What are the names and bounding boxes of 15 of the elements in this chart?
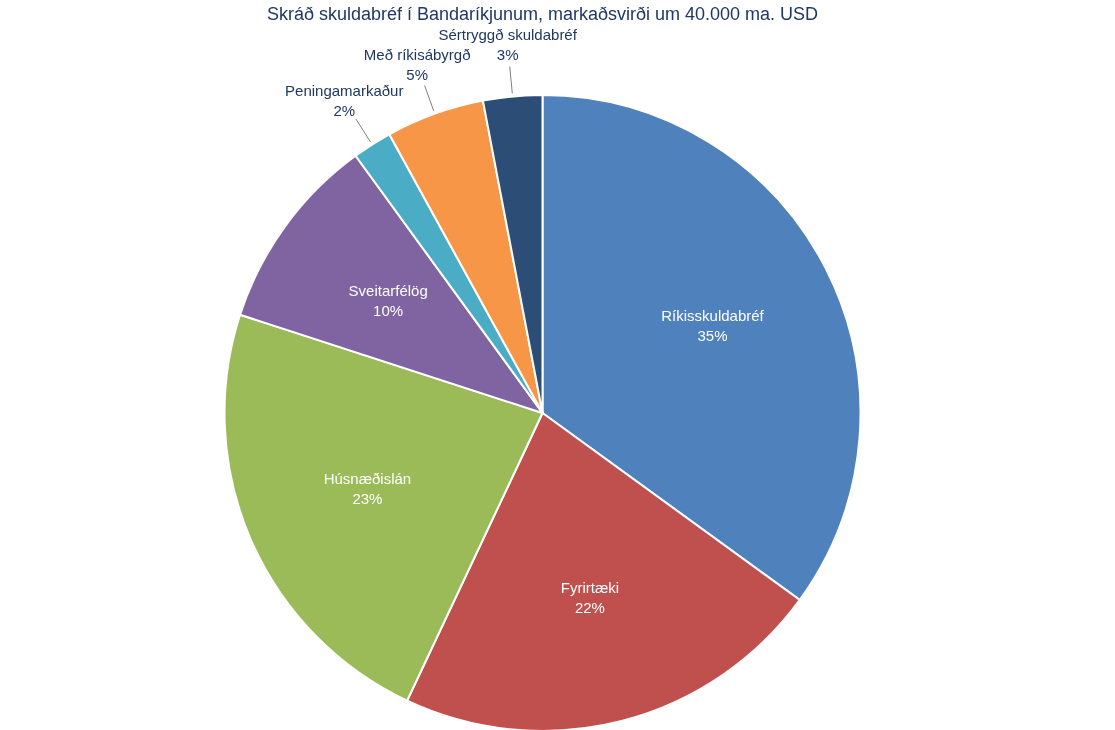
data-label: 5% — [406, 65, 429, 83]
slice-label: Fyrirtæki — [560, 578, 620, 596]
slice-label: Húsnæðislán — [323, 469, 412, 487]
data-label: 3% — [496, 45, 519, 63]
data-label: 23% — [352, 489, 383, 507]
chart-title: Skráð skuldabréf í Bandaríkjunum, markaðsvirði um 40.000 ma. USD — [266, 3, 819, 24]
slice-label: Með ríkisábyrgð — [363, 45, 471, 63]
data-label: 35% — [697, 327, 728, 345]
data-label: 2% — [333, 101, 356, 119]
data-label: 22% — [574, 598, 605, 616]
slice-label: Ríkisskuldabréf — [661, 307, 765, 325]
slice-label: Sveitarfélög — [348, 281, 428, 299]
slice-label: Peningamarkaður — [285, 81, 404, 99]
data-label: 10% — [373, 301, 404, 319]
slice-label: Sértryggð skuldabréf — [438, 25, 578, 43]
